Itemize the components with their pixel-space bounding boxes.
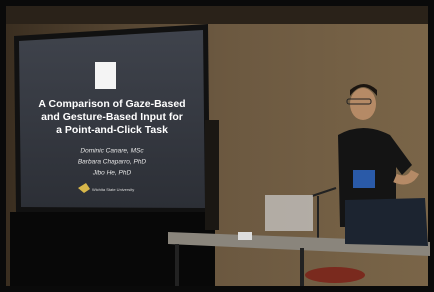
laptop [345,198,428,246]
stand [205,120,219,230]
page: A Comparison of Gaze-Based and Gesture-B… [0,0,434,292]
table-leg [175,244,179,286]
sign [353,170,375,188]
slide-author: Jibo He, PhD [92,170,132,177]
slide-author: Dominic Canare, MSc [80,148,144,155]
table-leg [300,248,304,286]
device [238,232,252,240]
ceiling [6,6,428,24]
slide-title-line: and Gesture-Based Input for [41,111,183,123]
slide-square [95,62,116,89]
slide-title-line: a Point-and-Click Task [56,124,168,136]
slide-title-line: A Comparison of Gaze-Based [38,98,185,110]
slide-logo: Wichita State University [92,187,134,192]
photo: A Comparison of Gaze-Based and Gesture-B… [0,0,434,292]
slide-author: Barbara Chaparro, PhD [78,159,147,166]
screen-skirt [10,212,215,286]
monitor [265,195,313,231]
chair [305,267,365,283]
